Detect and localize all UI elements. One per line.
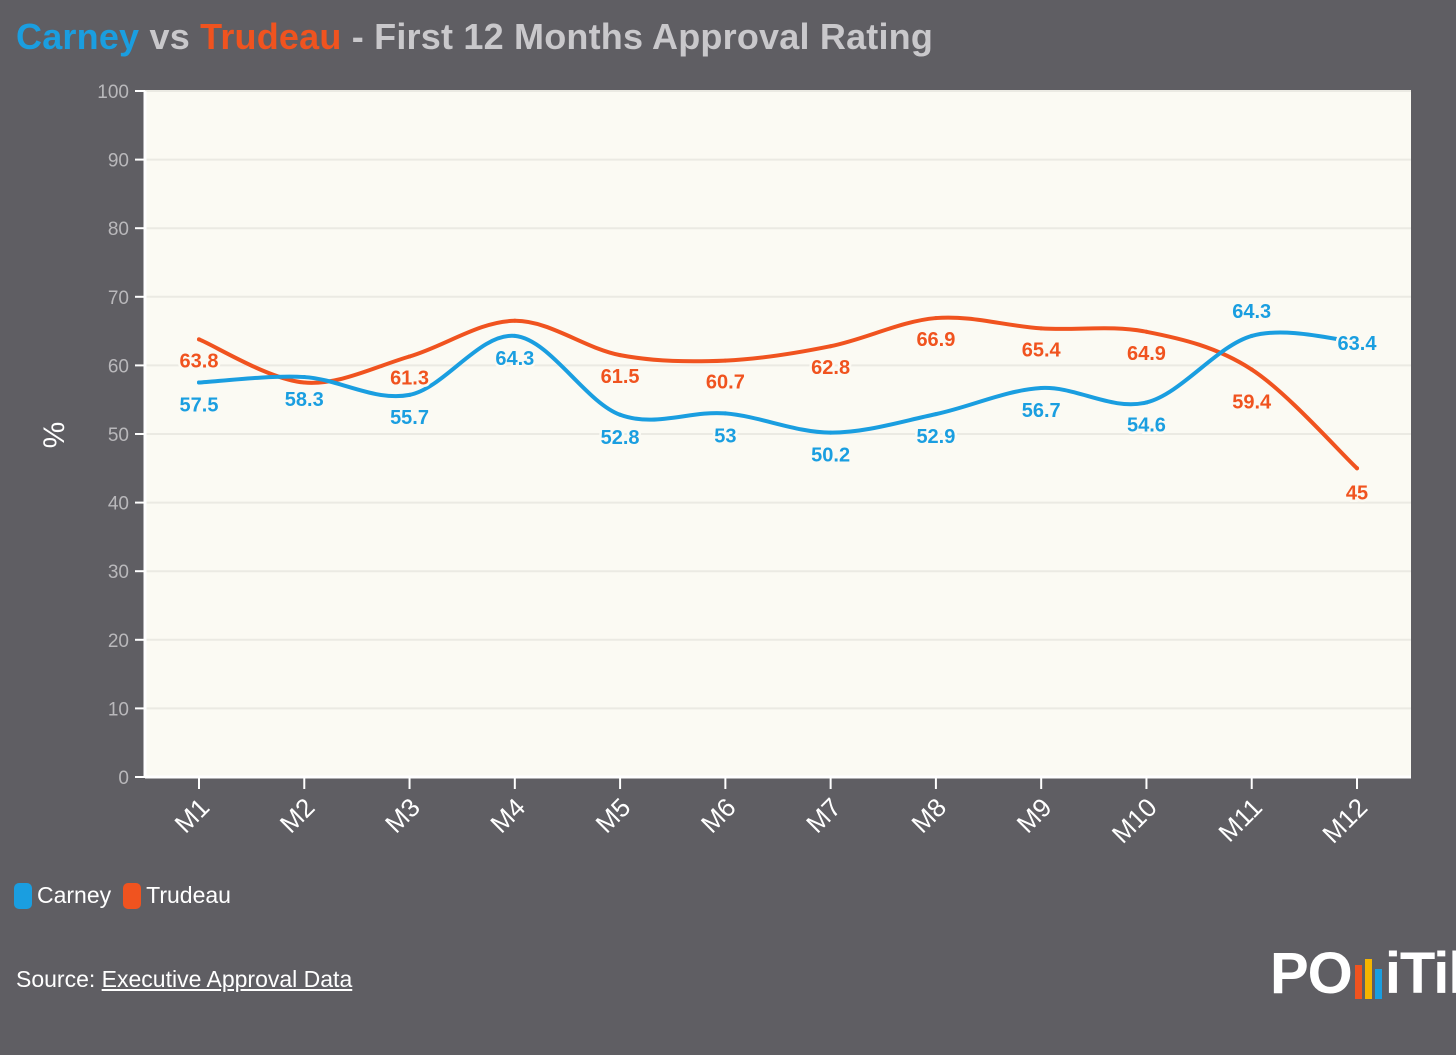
data-point-carney — [512, 333, 517, 338]
chart-title: Carney vs Trudeau - First 12 Months Appr… — [16, 16, 933, 58]
series-line-trudeau — [197, 315, 1359, 471]
logo-right: iTik — [1384, 941, 1456, 1006]
x-tick-label: M10 — [1106, 792, 1163, 849]
logo-left: PO — [1270, 941, 1353, 1006]
data-label-trudeau: 63.8 — [180, 350, 219, 372]
line-chart: 0 10 20 30 40 50 60 70 80 90 100% M1 M2 M3 M4 M5 M6 M7 M8 M… — [38, 82, 1411, 849]
data-point-trudeau — [828, 344, 833, 349]
x-tick-label: M5 — [590, 792, 637, 839]
data-point-carney — [407, 392, 412, 397]
data-label-carney: 52.9 — [916, 426, 955, 448]
legend-swatch-trudeau — [123, 882, 142, 909]
series-line-carney — [197, 330, 1359, 435]
data-label-carney: 50.2 — [811, 445, 850, 467]
x-tick-label: M7 — [800, 792, 847, 839]
legend: Carney Trudeau — [14, 882, 231, 909]
data-point-trudeau — [1249, 367, 1254, 372]
data-label-trudeau: 61.3 — [390, 367, 429, 389]
data-point-carney — [1249, 333, 1254, 338]
x-tick-label: M8 — [905, 792, 952, 839]
data-label-carney: 54.6 — [1127, 414, 1166, 436]
title-trudeau: Trudeau — [200, 16, 342, 57]
data-point-carney — [1039, 386, 1044, 391]
data-label-trudeau: 61.5 — [601, 366, 640, 388]
title-rest: - First 12 Months Approval Rating — [341, 16, 934, 57]
data-label-carney: 53 — [714, 425, 736, 447]
data-label-trudeau: 65.4 — [1022, 339, 1062, 361]
x-tick-label: M12 — [1316, 792, 1373, 849]
data-label-carney: 63.4 — [1338, 333, 1378, 355]
x-tick-label: M2 — [274, 792, 321, 839]
source-link[interactable]: Executive Approval Data — [101, 966, 353, 992]
data-point-trudeau — [407, 354, 412, 359]
logo-bars-icon — [1354, 959, 1382, 999]
data-point-carney — [197, 380, 201, 385]
legend-item-carney[interactable]: Carney — [14, 882, 111, 909]
source-label: Source: — [16, 966, 102, 992]
data-point-trudeau — [1355, 466, 1359, 471]
y-tick-label: 40 — [108, 494, 129, 515]
legend-swatch-carney — [14, 882, 32, 909]
y-tick-label: 10 — [108, 699, 129, 720]
data-point-carney — [723, 411, 728, 416]
data-label-carney: 55.7 — [390, 407, 429, 429]
x-tick-label: M1 — [168, 792, 215, 839]
data-point-trudeau — [723, 358, 728, 363]
data-label-carney: 57.5 — [180, 395, 219, 417]
data-label-trudeau: 62.8 — [811, 357, 850, 379]
x-tick-label: M9 — [1011, 792, 1058, 839]
y-tick-label: 0 — [118, 768, 129, 789]
y-axis-title: % — [38, 422, 71, 449]
legend-item-trudeau[interactable]: Trudeau — [123, 882, 231, 909]
data-point-trudeau — [302, 380, 307, 385]
data-point-carney — [828, 430, 833, 435]
data-label-trudeau: 64.9 — [1127, 343, 1166, 365]
data-point-trudeau — [512, 318, 517, 323]
title-vs: vs — [139, 16, 201, 57]
data-point-carney — [302, 375, 307, 380]
data-label-trudeau: 66.9 — [916, 329, 955, 351]
politik-logo: POiTik — [1270, 945, 1456, 1003]
data-label-carney: 52.8 — [601, 427, 640, 449]
y-tick-label: 30 — [108, 562, 129, 583]
y-tick-label: 60 — [108, 356, 129, 377]
data-label-trudeau: 45 — [1346, 482, 1368, 504]
data-point-trudeau — [933, 316, 938, 321]
legend-label-trudeau: Trudeau — [146, 882, 231, 908]
source-note: Source: Executive Approval Data — [16, 966, 352, 993]
y-tick-label: 70 — [108, 288, 129, 309]
data-point-trudeau — [197, 337, 201, 342]
data-point-carney — [618, 412, 623, 417]
data-point-carney — [1355, 340, 1359, 345]
data-point-carney — [1144, 400, 1149, 405]
y-tick-label: 20 — [108, 631, 129, 652]
data-label-carney: 56.7 — [1022, 400, 1061, 422]
y-tick-label: 50 — [108, 425, 129, 446]
x-tick-label: M6 — [695, 792, 742, 839]
data-label-carney: 64.3 — [495, 348, 534, 370]
x-tick-label: M3 — [379, 792, 426, 839]
data-label-carney: 58.3 — [285, 389, 324, 411]
x-tick-label: M11 — [1212, 792, 1268, 848]
data-point-trudeau — [1144, 329, 1149, 334]
data-label-carney: 64.3 — [1232, 301, 1271, 323]
data-point-trudeau — [618, 353, 623, 358]
y-tick-label: 90 — [108, 151, 129, 172]
data-point-carney — [933, 412, 938, 417]
x-tick-label: M4 — [484, 792, 531, 839]
y-tick-label: 100 — [97, 82, 129, 103]
data-label-trudeau: 60.7 — [706, 372, 745, 394]
data-point-trudeau — [1039, 326, 1044, 331]
y-tick-label: 80 — [108, 219, 129, 240]
data-label-trudeau: 59.4 — [1232, 392, 1272, 414]
legend-label-carney: Carney — [37, 882, 112, 908]
title-carney: Carney — [16, 16, 140, 57]
